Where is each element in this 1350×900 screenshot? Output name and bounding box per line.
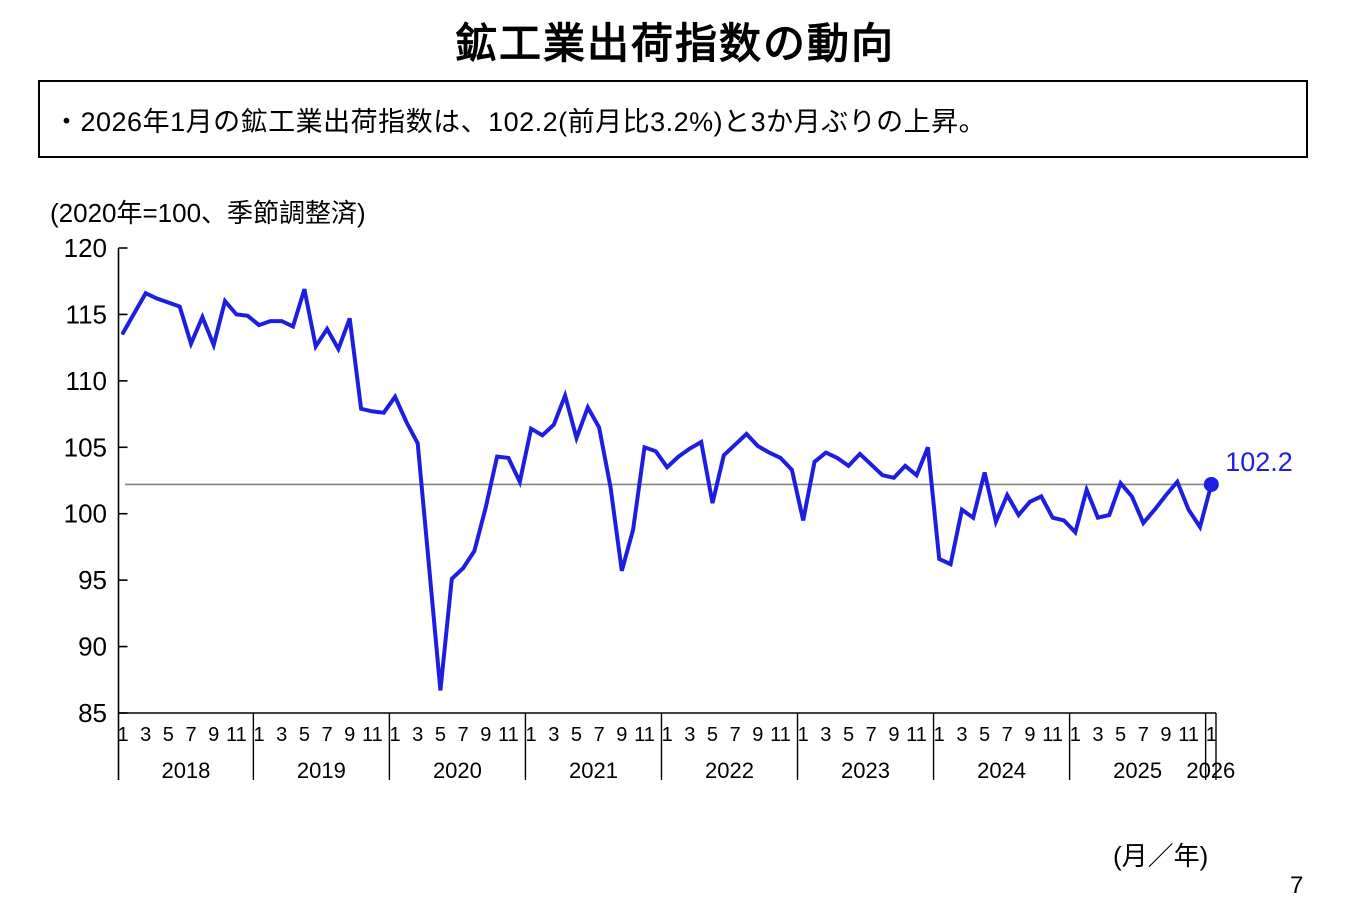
month-tick-label: 7: [321, 724, 332, 746]
month-tick-label: 5: [571, 724, 582, 746]
month-tick-label: 9: [344, 724, 355, 746]
last-point-marker: [1203, 476, 1219, 492]
y-axis-tick-label: 95: [78, 565, 107, 595]
year-label: 2025: [1113, 758, 1162, 783]
y-axis-tick-label: 85: [78, 698, 107, 728]
y-axis-tick-label: 105: [64, 432, 107, 462]
month-tick-label: 7: [1138, 724, 1149, 746]
month-tick-label: 3: [140, 724, 151, 746]
year-label: 2019: [297, 758, 346, 783]
y-axis-tick-label: 90: [78, 632, 107, 662]
summary-box: ・2026年1月の鉱工業出荷指数は、102.2(前月比3.2%)と3か月ぶりの上…: [38, 80, 1308, 158]
month-tick-label: 9: [208, 724, 219, 746]
month-tick-label: 9: [752, 724, 763, 746]
month-tick-label: 7: [185, 724, 196, 746]
year-label: 2018: [161, 758, 210, 783]
month-tick-label: 3: [684, 724, 695, 746]
month-tick-label: 11: [1042, 724, 1063, 746]
month-tick-label: 1: [1206, 724, 1217, 746]
month-tick-label: 1: [798, 724, 809, 746]
month-tick-label: 11: [498, 724, 519, 746]
month-tick-label: 1: [1070, 724, 1081, 746]
page-number: 7: [1290, 872, 1304, 899]
month-tick-label: 11: [906, 724, 927, 746]
month-tick-label: 11: [1178, 724, 1199, 746]
y-axis-tick-label: 100: [64, 499, 107, 529]
year-label: 2023: [841, 758, 890, 783]
month-tick-label: 9: [888, 724, 899, 746]
year-label: 2024: [977, 758, 1026, 783]
page-title: 鉱工業出荷指数の動向: [454, 20, 895, 67]
index-series-line: [121, 288, 1214, 691]
y-axis-tick-label: 110: [66, 366, 107, 396]
x-axis-unit-label: (月／年): [1113, 841, 1209, 871]
month-tick-label: 11: [634, 724, 655, 746]
month-tick-label: 9: [480, 724, 491, 746]
month-tick-label: 7: [730, 724, 741, 746]
month-tick-label: 3: [276, 724, 287, 746]
year-label: 2022: [705, 758, 754, 783]
year-label: 2020: [433, 758, 482, 783]
month-tick-label: 1: [390, 724, 401, 746]
month-tick-label: 3: [412, 724, 423, 746]
y-axis-note: (2020年=100、季節調整済): [50, 198, 366, 228]
month-tick-label: 7: [458, 724, 469, 746]
month-tick-label: 1: [253, 724, 264, 746]
month-tick-label: 3: [956, 724, 967, 746]
month-tick-label: 9: [1160, 724, 1171, 746]
last-point-value-label: 102.2: [1225, 447, 1293, 477]
month-tick-label: 1: [934, 724, 945, 746]
month-tick-label: 11: [226, 724, 247, 746]
month-tick-label: 7: [1002, 724, 1013, 746]
y-axis-tick-label: 120: [64, 233, 107, 263]
month-tick-label: 3: [1092, 724, 1103, 746]
month-tick-label: 11: [770, 724, 791, 746]
year-label: 2021: [569, 758, 618, 783]
month-tick-label: 3: [548, 724, 559, 746]
month-tick-label: 9: [1024, 724, 1035, 746]
month-tick-label: 5: [843, 724, 854, 746]
month-tick-label: 7: [866, 724, 877, 746]
month-tick-label: 5: [163, 724, 174, 746]
month-tick-label: 5: [1115, 724, 1126, 746]
y-axis-tick-label: 115: [66, 299, 107, 329]
month-tick-label: 1: [117, 724, 128, 746]
year-label: 2026: [1186, 758, 1235, 783]
month-tick-label: 3: [820, 724, 831, 746]
month-tick-label: 5: [707, 724, 718, 746]
month-tick-label: 11: [362, 724, 383, 746]
month-tick-label: 7: [594, 724, 605, 746]
month-tick-label: 9: [616, 724, 627, 746]
month-tick-label: 5: [299, 724, 310, 746]
month-tick-label: 5: [979, 724, 990, 746]
summary-text: ・2026年1月の鉱工業出荷指数は、102.2(前月比3.2%)と3か月ぶりの上…: [53, 106, 987, 137]
month-tick-label: 5: [435, 724, 446, 746]
month-tick-label: 1: [662, 724, 673, 746]
month-tick-label: 1: [526, 724, 537, 746]
